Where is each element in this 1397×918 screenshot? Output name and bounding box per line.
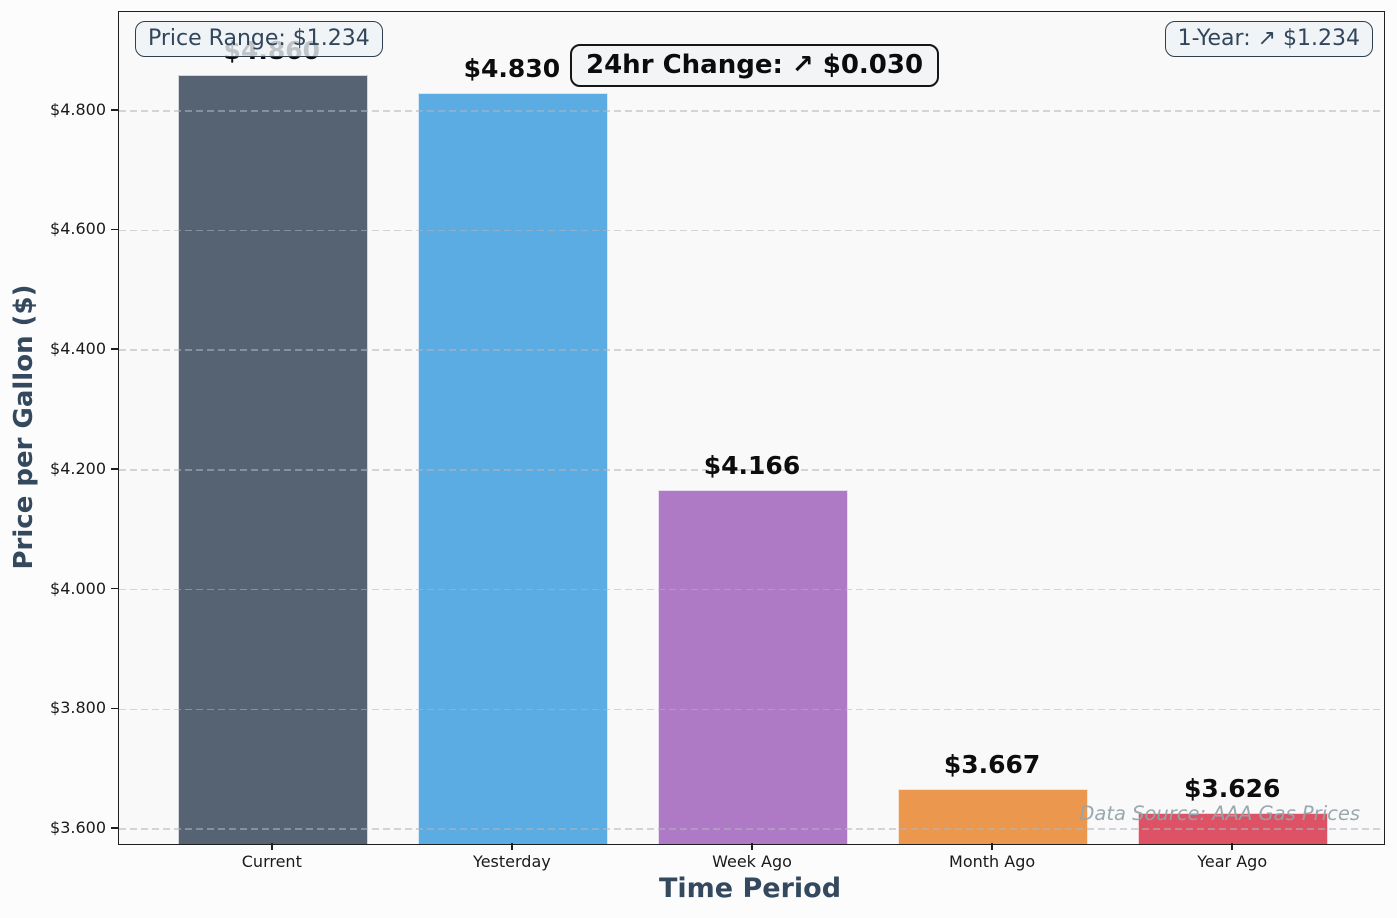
bar-value-label: $3.667	[943, 749, 1041, 779]
bar-yesterday	[417, 92, 608, 844]
x-tick-label: Month Ago	[949, 852, 1036, 871]
y-tick-label: $3.800	[50, 698, 106, 718]
data-source-note: Data Source: AAA Gas Prices	[1079, 802, 1360, 825]
x-tick-mark	[1231, 843, 1233, 850]
x-tick-label: Year Ago	[1197, 852, 1268, 871]
year-change-annotation: 1-Year: ↗ $1.234	[1164, 21, 1373, 57]
bar-current	[177, 74, 368, 844]
x-tick-label: Yesterday	[473, 852, 551, 871]
x-tick-mark	[511, 843, 513, 850]
bar-month-ago	[898, 788, 1089, 844]
day-change-annotation: 24hr Change: ↗ $0.030	[570, 44, 940, 87]
y-tick-mark	[111, 108, 118, 111]
x-tick-mark	[271, 843, 273, 850]
y-tick-label: $3.600	[50, 818, 106, 838]
y-tick-mark	[111, 228, 118, 231]
bar-value-label: $4.166	[703, 451, 801, 481]
y-tick-label: $4.800	[50, 99, 106, 119]
bar-value-label: $3.626	[1183, 774, 1281, 804]
x-tick-mark	[751, 843, 753, 850]
price-range-annotation: Price Range: $1.234	[135, 21, 383, 57]
y-tick-label: $4.600	[50, 219, 106, 239]
y-tick-mark	[111, 707, 118, 710]
plot-area	[118, 11, 1385, 845]
y-tick-label: $4.000	[50, 578, 106, 598]
y-tick-mark	[111, 468, 118, 470]
x-axis-title: Time Period	[658, 873, 842, 904]
y-axis-title: Price per Gallon ($)	[9, 284, 39, 570]
x-tick-label: Current	[241, 852, 302, 871]
y-tick-mark	[111, 587, 118, 590]
y-tick-mark	[111, 348, 118, 350]
x-tick-mark	[991, 843, 993, 850]
x-tick-label: Week Ago	[712, 852, 792, 871]
bar-value-label: $4.830	[463, 53, 561, 83]
bar-week-ago	[658, 490, 848, 844]
y-tick-label: $4.400	[50, 339, 106, 359]
y-tick-label: $4.200	[50, 458, 106, 478]
y-tick-mark	[111, 827, 118, 829]
